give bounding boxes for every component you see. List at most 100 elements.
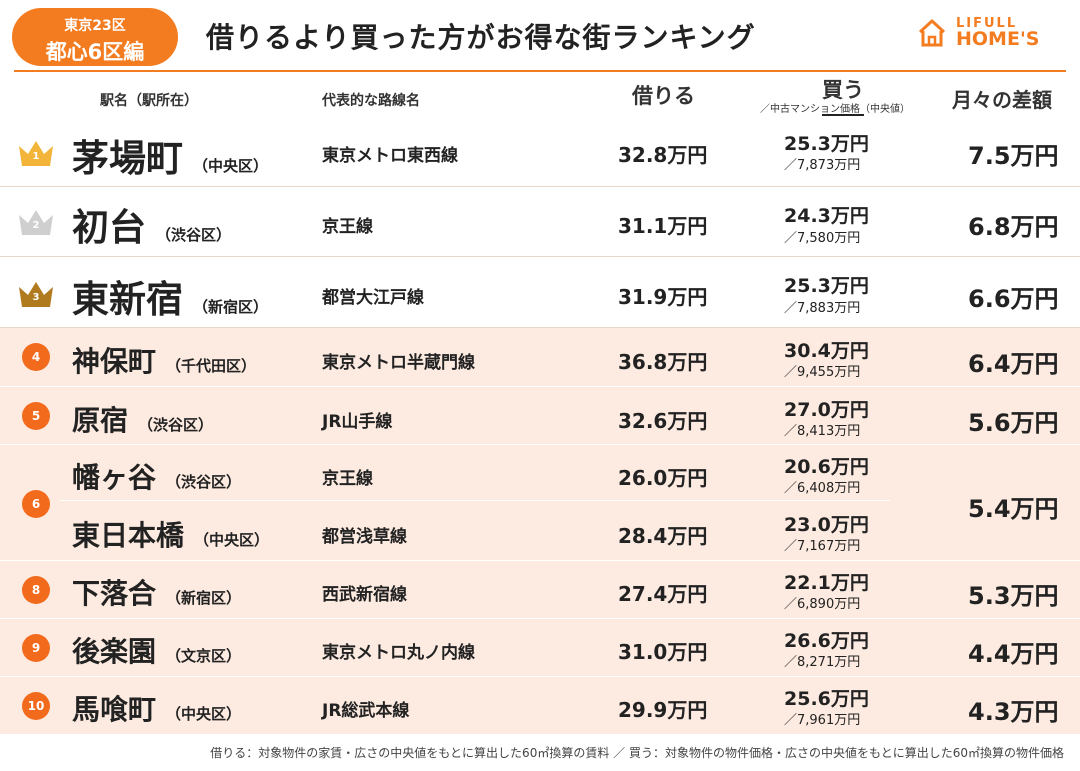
region-badge: 東京23区 都心6区編 [12, 8, 178, 66]
station-name: 初台 [72, 206, 146, 249]
rank-badge: 8 [22, 576, 50, 604]
rent-value: 26.0万円 [618, 466, 708, 490]
silver-crown-icon: 2 [16, 207, 56, 237]
ward-name: （中央区） [193, 157, 269, 175]
ward-name: （中央区） [194, 531, 270, 549]
station-name: 下落合 [72, 577, 157, 610]
rent-value: 32.6万円 [618, 409, 708, 433]
diff-value: 4.4万円 [968, 640, 1059, 668]
price-value: ／6,890万円 [784, 597, 861, 612]
station-name: 茅場町 [72, 137, 183, 180]
rent-value: 27.4万円 [618, 582, 708, 606]
price-value: ／7,873万円 [784, 158, 861, 173]
ward-name: （新宿区） [193, 298, 269, 316]
station-name: 原宿 [72, 404, 129, 437]
table-row: 10 馬喰町 （中央区） JR総武本線 29.9万円 25.6万円 ／7,961万… [0, 677, 1080, 735]
station-name: 馬喰町 [72, 693, 157, 726]
col-header-buy: 買う [822, 74, 864, 116]
buy-value: 20.6万円 [784, 456, 869, 478]
diff-value: 6.4万円 [968, 350, 1059, 378]
rank-badge: 10 [22, 692, 50, 720]
price-value: ／7,580万円 [784, 231, 861, 246]
line-name: 京王線 [322, 469, 373, 489]
rent-value: 32.8万円 [618, 143, 708, 167]
table-row: 6 幡ヶ谷 （渋谷区） 京王線 26.0万円 20.6万円 ／6,408万円 東日… [0, 445, 1080, 561]
rank-badge: 9 [22, 634, 50, 662]
station-name: 東日本橋 [72, 519, 185, 552]
price-value: ／7,167万円 [784, 539, 861, 554]
sub-row-divider [60, 500, 890, 501]
line-name: JR山手線 [322, 412, 393, 432]
rent-value: 31.1万円 [618, 214, 708, 238]
line-name: 東京メトロ半蔵門線 [322, 353, 475, 373]
rank-badge: 6 [22, 490, 50, 518]
gold-crown-icon: 1 [16, 138, 56, 168]
rank-badge: 4 [22, 343, 50, 371]
col-header-line: 代表的な路線名 [322, 93, 420, 109]
buy-value: 24.3万円 [784, 205, 869, 227]
ward-name: （渋谷区） [156, 226, 232, 244]
ward-name: （渋谷区） [166, 473, 242, 491]
line-name: 都営大江戸線 [322, 288, 424, 308]
rent-value: 28.4万円 [618, 524, 708, 548]
rank-badge: 5 [22, 402, 50, 430]
table-row: 4 神保町 （千代田区） 東京メトロ半蔵門線 36.8万円 30.4万円 ／9,4… [0, 328, 1080, 387]
header-divider [14, 70, 1066, 72]
buy-value: 23.0万円 [784, 514, 869, 536]
buy-value: 27.0万円 [784, 399, 869, 421]
station-name: 幡ヶ谷 [72, 461, 157, 494]
ward-name: （中央区） [166, 705, 242, 723]
buy-value: 22.1万円 [784, 572, 869, 594]
table-row: 9 後楽園 （文京区） 東京メトロ丸ノ内線 31.0万円 26.6万円 ／8,27… [0, 619, 1080, 677]
ward-name: （文京区） [166, 647, 242, 665]
badge-line2: 都心6区編 [45, 40, 145, 64]
buy-value: 30.4万円 [784, 340, 869, 362]
price-value: ／7,883万円 [784, 301, 861, 316]
line-name: 西武新宿線 [322, 585, 407, 605]
price-value: ／7,961万円 [784, 713, 861, 728]
station-name: 神保町 [72, 345, 157, 378]
table-row: 5 原宿 （渋谷区） JR山手線 32.6万円 27.0万円 ／8,413万円 5… [0, 387, 1080, 445]
rent-value: 31.0万円 [618, 640, 708, 664]
lifull-homes-logo: LIFULL HOME'S [916, 17, 1039, 49]
table-row: 8 下落合 （新宿区） 西武新宿線 27.4万円 22.1万円 ／6,890万円 … [0, 561, 1080, 619]
rent-value: 31.9万円 [618, 285, 708, 309]
diff-value: 5.4万円 [968, 495, 1059, 523]
diff-value: 6.6万円 [968, 285, 1059, 313]
diff-value: 4.3万円 [968, 698, 1059, 726]
table-row: 2 初台 （渋谷区） 京王線 31.1万円 24.3万円 ／7,580万円 6.8… [0, 187, 1080, 257]
diff-value: 5.3万円 [968, 582, 1059, 610]
badge-line1: 東京23区 [64, 18, 126, 34]
bronze-crown-icon: 3 [16, 279, 56, 309]
price-value: ／8,271万円 [784, 655, 861, 670]
line-name: JR総武本線 [322, 701, 410, 721]
buy-value: 25.6万円 [784, 688, 869, 710]
station-name: 後楽園 [72, 635, 157, 668]
ward-name: （新宿区） [166, 589, 242, 607]
page-title: 借りるより買った方がお得な街ランキング [206, 21, 756, 54]
station-name: 東新宿 [72, 278, 183, 321]
line-name: 東京メトロ丸ノ内線 [322, 643, 475, 663]
col-header-buy-sub: ／中古マンション価格（中央値） [760, 104, 910, 115]
line-name: 東京メトロ東西線 [322, 146, 458, 166]
house-icon [918, 19, 946, 47]
ward-name: （渋谷区） [138, 416, 214, 434]
rent-value: 36.8万円 [618, 350, 708, 374]
diff-value: 6.8万円 [968, 213, 1059, 241]
table-row: 3 東新宿 （新宿区） 都営大江戸線 31.9万円 25.3万円 ／7,883万円… [0, 257, 1080, 328]
logo-line1: LIFULL [956, 16, 1018, 31]
buy-value: 26.6万円 [784, 630, 869, 652]
footnote: 借りる：対象物件の家賃・広さの中央値をもとに算出した60㎡換算の賃料 ／ 買う：… [210, 746, 1064, 760]
line-name: 京王線 [322, 217, 373, 237]
price-value: ／8,413万円 [784, 424, 861, 439]
diff-value: 5.6万円 [968, 409, 1059, 437]
ward-name: （千代田区） [166, 357, 257, 375]
buy-value: 25.3万円 [784, 133, 869, 155]
diff-value: 7.5万円 [968, 142, 1059, 170]
table-row: 1 茅場町 （中央区） 東京メトロ東西線 32.8万円 25.3万円 ／7,873… [0, 118, 1080, 187]
line-name: 都営浅草線 [322, 527, 407, 547]
col-header-rent: 借りる [632, 80, 695, 122]
price-value: ／6,408万円 [784, 481, 861, 496]
buy-value: 25.3万円 [784, 275, 869, 297]
logo-line2: HOME'S [956, 28, 1040, 50]
